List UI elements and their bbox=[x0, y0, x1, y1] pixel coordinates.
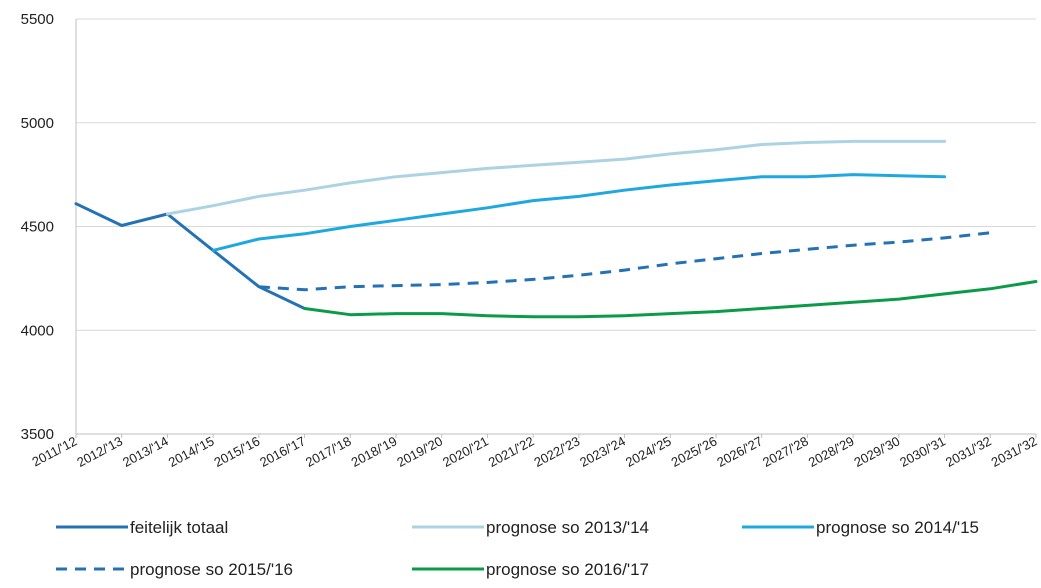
x-tick-label: 2023/'24 bbox=[577, 433, 628, 469]
series-group bbox=[74, 139, 1038, 319]
y-tick-label: 3500 bbox=[21, 426, 54, 443]
x-tick-label: 2031/'32 bbox=[943, 433, 994, 469]
series-line-2 bbox=[211, 173, 947, 252]
x-tick-label: 2030/'31 bbox=[897, 433, 948, 469]
y-tick-label: 4500 bbox=[21, 219, 54, 236]
x-tick-label: 2031/'32 bbox=[989, 433, 1040, 469]
series-line-1 bbox=[165, 139, 947, 216]
gridlines bbox=[76, 18, 1036, 331]
y-axis-ticks: 3500 4000 4500 5000 5500 bbox=[21, 11, 54, 443]
y-tick-label: 4000 bbox=[21, 322, 54, 339]
x-tick-label: 2025/'26 bbox=[669, 433, 720, 469]
x-tick-label: 2012/'13 bbox=[74, 433, 125, 469]
x-tick-label: 2020/'21 bbox=[440, 433, 491, 469]
x-tick-label: 2016/'17 bbox=[257, 433, 308, 469]
x-tick-label: 2024/'25 bbox=[623, 433, 674, 469]
x-tick-label: 2015/'16 bbox=[212, 433, 263, 469]
x-tick-label: 2021/'22 bbox=[486, 433, 537, 469]
x-axis-ticks: 2011/'122012/'132013/'142014/'152015/'16… bbox=[30, 433, 1040, 469]
y-tick-label: 5500 bbox=[21, 11, 54, 28]
legend-label-2: prognose so 2014/'15 bbox=[816, 518, 979, 537]
series-line-0 bbox=[74, 202, 307, 310]
series-line-4 bbox=[303, 280, 1038, 319]
x-tick-label: 2018/'19 bbox=[349, 433, 400, 469]
x-tick-label: 2026/'27 bbox=[714, 433, 765, 469]
series-line-3 bbox=[258, 231, 991, 292]
x-tick-label: 2027/'28 bbox=[760, 433, 811, 469]
x-tick-label: 2017/'18 bbox=[303, 433, 354, 469]
legend-label-1: prognose so 2013/'14 bbox=[486, 518, 649, 537]
legend: feitelijk totaal prognose so 2013/'14 prog… bbox=[56, 518, 979, 579]
legend-label-0: feitelijk totaal bbox=[130, 518, 228, 537]
x-tick-label: 2028/'29 bbox=[806, 433, 857, 469]
x-tick-label: 2022/'23 bbox=[532, 433, 583, 469]
y-tick-label: 5000 bbox=[21, 115, 54, 132]
x-tick-label: 2014/'15 bbox=[166, 433, 217, 469]
legend-label-3: prognose so 2015/'16 bbox=[130, 560, 293, 579]
x-tick-label: 2029/'30 bbox=[852, 433, 903, 469]
axes bbox=[75, 19, 1036, 435]
legend-label-4: prognose so 2016/'17 bbox=[486, 560, 649, 579]
x-tick-label: 2013/'14 bbox=[120, 433, 171, 469]
x-tick-label: 2019/'20 bbox=[394, 433, 445, 469]
